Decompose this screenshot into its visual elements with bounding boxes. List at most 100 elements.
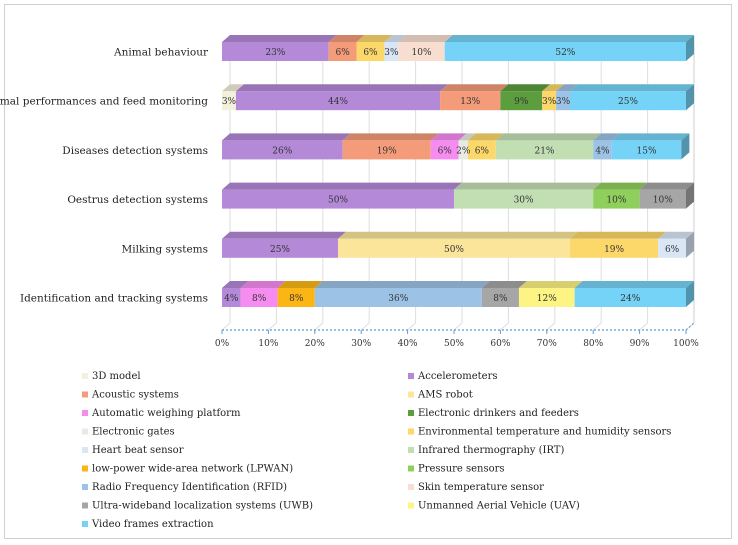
bar-segment	[658, 238, 686, 258]
gridline-floor	[500, 322, 509, 331]
bar-top-face	[458, 133, 476, 141]
bar-side-face	[686, 35, 694, 61]
data-label: 6%	[475, 146, 490, 156]
bar-top-face	[593, 182, 648, 190]
bar-segment	[454, 189, 594, 209]
bar-top-face	[542, 84, 565, 92]
data-label: 13%	[460, 97, 480, 107]
bar-top-face	[570, 231, 667, 239]
bar-segment	[222, 140, 343, 160]
bar-segment	[222, 91, 236, 111]
bar-side-face	[681, 133, 690, 160]
bar-top-face	[342, 133, 439, 141]
data-label: 25%	[618, 97, 638, 107]
bar-top-face	[454, 182, 602, 190]
gridline-floor	[268, 322, 277, 331]
data-label: 8%	[289, 294, 304, 304]
bar-segment	[222, 288, 241, 307]
legend-swatch	[82, 484, 88, 490]
gridline-floor	[407, 322, 416, 331]
gridline-floor	[592, 322, 602, 331]
legend-label: Pressure sensors	[418, 464, 505, 475]
bar-top-face	[500, 84, 551, 92]
bar-top-face	[467, 133, 504, 141]
bar-segment	[556, 91, 570, 111]
bar-segment	[328, 42, 357, 61]
bar-segment	[593, 189, 640, 209]
bar-top-face	[277, 281, 323, 288]
bar-top-face	[222, 231, 346, 239]
bar-segment	[467, 140, 496, 160]
bar-top-face	[570, 84, 694, 92]
bar-top-face	[398, 35, 453, 42]
gridline-floor	[221, 322, 231, 331]
data-label: 3%	[222, 97, 237, 107]
bar-top-face	[658, 231, 694, 239]
bar-top-face	[222, 84, 244, 92]
data-label: 3%	[542, 97, 557, 107]
data-label: 26%	[272, 146, 292, 156]
x-tick-label: 90%	[630, 339, 650, 349]
bar-top-face	[611, 133, 690, 141]
bar-segment	[430, 140, 459, 160]
data-label: 19%	[377, 146, 397, 156]
legend-swatch	[408, 410, 414, 416]
legend-swatch	[82, 502, 88, 509]
bar-segment	[356, 42, 385, 61]
legend-label: Ultra-wideband localization systems (UWB…	[92, 501, 313, 512]
legend-label: Automatic weighing platform	[91, 408, 241, 419]
legend-label: Electronic gates	[92, 427, 175, 438]
category-label: Identification and tracking systems	[20, 293, 208, 305]
legend-swatch	[408, 484, 414, 490]
data-label: 6%	[335, 48, 350, 58]
bar-top-face	[222, 182, 462, 190]
bar-segment	[342, 140, 431, 160]
data-label: 2%	[456, 146, 471, 156]
data-label: 15%	[637, 146, 657, 156]
legend-swatch	[82, 428, 88, 435]
legend-label: 3D model	[92, 371, 141, 382]
x-tick-label: 10%	[258, 339, 278, 349]
data-label: 3%	[384, 48, 399, 58]
bar-segment	[574, 288, 686, 307]
legend-label: Environmental temperature and humidity s…	[418, 427, 671, 438]
data-label: 25%	[270, 245, 290, 255]
legend-label: Acoustic systems	[91, 390, 179, 401]
data-label: 19%	[604, 245, 624, 255]
bar-segment	[495, 140, 594, 160]
data-label: 3%	[556, 97, 571, 107]
data-label: 4%	[595, 146, 610, 156]
bar-side-face	[686, 231, 694, 258]
bar-segment	[222, 189, 454, 209]
x-tick-label: 20%	[305, 339, 325, 349]
bar-top-face	[240, 281, 286, 288]
gridline-floor	[453, 322, 463, 331]
data-label: 44%	[328, 97, 348, 107]
legend-swatch	[408, 447, 414, 453]
legend-label: Electronic drinkers and feeders	[418, 408, 579, 419]
category-label: Oestrus detection systems	[67, 194, 208, 206]
bar-segment	[458, 140, 468, 160]
gridline-floor	[546, 322, 556, 331]
legend-swatch	[82, 465, 88, 472]
category-label: Animal performances and feed monitoring	[0, 96, 208, 108]
bar-side-face	[686, 182, 694, 209]
bar-top-face	[444, 35, 694, 42]
bar-top-face	[222, 281, 249, 288]
x-tick-label: 40%	[398, 339, 418, 349]
bar-segment	[593, 140, 612, 160]
data-label: 8%	[252, 294, 267, 304]
bar-top-face	[518, 281, 583, 288]
data-label: 50%	[328, 196, 348, 206]
data-label: 6%	[438, 146, 453, 156]
bar-top-face	[222, 133, 351, 141]
bar-segment	[235, 91, 441, 111]
legend-label: Unmanned Aerial Vehicle (UAV)	[418, 501, 580, 512]
legend-swatch	[82, 373, 88, 379]
legend-label: Video frames extraction	[91, 519, 214, 530]
bar-segment	[240, 288, 278, 307]
bar-segment	[570, 238, 659, 258]
data-label: 23%	[265, 48, 285, 58]
bar-segment	[500, 91, 543, 111]
